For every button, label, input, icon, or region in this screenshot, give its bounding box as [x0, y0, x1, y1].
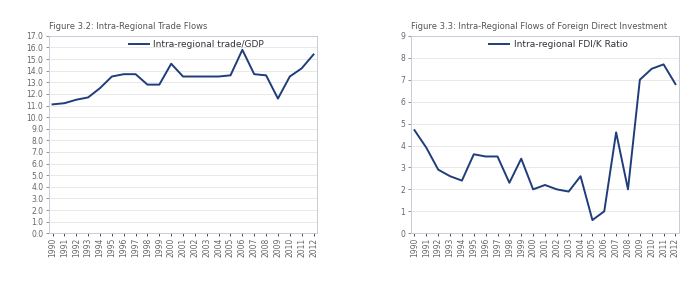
Text: Figure 3.3: Intra-Regional Flows of Foreign Direct Investment: Figure 3.3: Intra-Regional Flows of Fore…: [411, 22, 667, 31]
Text: Figure 3.2: Intra-Regional Trade Flows: Figure 3.2: Intra-Regional Trade Flows: [49, 22, 207, 31]
Legend: Intra-regional FDI/K Ratio: Intra-regional FDI/K Ratio: [486, 36, 631, 53]
Legend: Intra-regional trade/GDP: Intra-regional trade/GDP: [125, 36, 267, 53]
